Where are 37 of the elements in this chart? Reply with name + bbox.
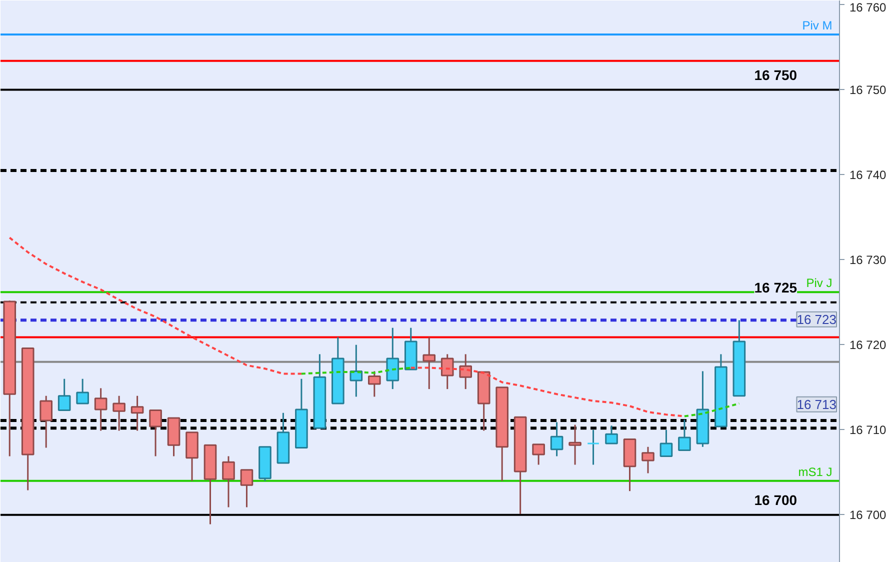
candlestick	[386, 327, 400, 390]
candlestick	[422, 336, 436, 390]
candlestick	[222, 455, 235, 508]
y-tick-label: 16 740	[850, 168, 887, 182]
candlestick	[40, 395, 52, 448]
candlestick	[368, 370, 381, 398]
ref-line-label: 16 750	[754, 66, 798, 83]
candlestick	[112, 395, 126, 432]
candlestick	[240, 469, 254, 508]
ref-line-label: Piv M	[802, 18, 832, 33]
y-tick-label: 16 750	[850, 82, 887, 97]
annotation: 16 723	[796, 312, 837, 327]
y-tick-label: 16 710	[850, 422, 887, 437]
y-tick-label: 16 720	[850, 338, 887, 352]
candlestick	[440, 353, 454, 390]
candlestick	[459, 353, 472, 390]
candlestick	[58, 378, 71, 412]
candlestick	[149, 410, 162, 457]
y-tick-label: 16 760	[850, 0, 887, 14]
candlestick	[94, 387, 108, 432]
candlestick	[678, 418, 691, 452]
ref-line-label: 16 725	[754, 279, 798, 296]
candlestick	[550, 421, 564, 457]
y-tick-label: 16 730	[850, 252, 887, 267]
y-tick-label: 16 700	[850, 508, 887, 522]
candlestick	[568, 424, 582, 466]
annotation: 16 713	[796, 396, 837, 412]
candlestick	[605, 424, 618, 444]
candlestick	[660, 429, 673, 457]
candlestick	[130, 395, 144, 432]
candlestick	[76, 378, 89, 404]
candlestick	[586, 429, 600, 466]
ref-line-label: Piv J	[806, 276, 832, 290]
candlestick	[532, 444, 545, 466]
candlestick	[642, 446, 654, 474]
ref-line-label: mS1 J	[798, 464, 832, 479]
ref-line-label: 16 700	[754, 492, 798, 508]
